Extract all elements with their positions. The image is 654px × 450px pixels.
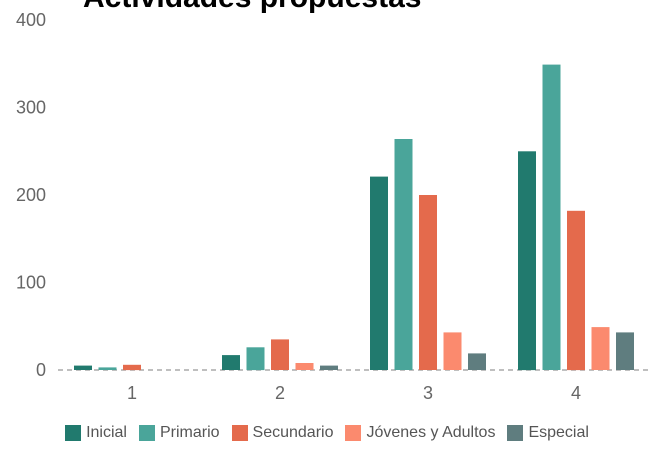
legend-item: Jóvenes y Adultos: [345, 424, 495, 442]
bar: [246, 347, 265, 371]
bar: [616, 332, 634, 370]
bar-chart: Actividades propuestas 0 100 200 300 400 1 2 3…: [16, 0, 650, 403]
bar: [98, 367, 117, 370]
x-tick-label: 1: [127, 383, 137, 403]
bar: [591, 327, 610, 370]
bar: [74, 365, 92, 370]
legend-item: Secundario: [231, 424, 334, 442]
x-tick-label: 3: [423, 383, 433, 403]
legend-item: Especial: [507, 424, 589, 442]
bar: [271, 339, 289, 370]
legend-label: Inicial: [86, 424, 127, 441]
bar: [419, 195, 437, 370]
legend-label: Jóvenes y Adultos: [366, 424, 496, 441]
y-tick-label: 300: [16, 98, 46, 118]
y-tick-label: 400: [16, 10, 46, 30]
legend-swatch: [345, 425, 362, 441]
bar: [123, 364, 141, 371]
bar: [567, 210, 585, 371]
bar: [518, 151, 536, 371]
y-tick-label: 0: [36, 360, 46, 380]
bars-group: [74, 64, 634, 371]
x-tick-label: 2: [275, 383, 285, 403]
bar: [320, 365, 338, 370]
x-tick-label: 4: [571, 383, 581, 403]
y-tick-label: 100: [16, 273, 46, 293]
y-axis-ticks: 0 100 200 300 400: [16, 10, 46, 380]
legend-label: Primario: [159, 424, 220, 441]
bar: [443, 332, 462, 370]
bar: [542, 64, 561, 370]
bar: [370, 176, 388, 370]
bar: [222, 355, 240, 370]
legend-item: Inicial: [65, 424, 127, 442]
legend: Inicial Primario Secundario Jóvenes y Adult…: [0, 424, 654, 442]
legend-swatch: [231, 425, 248, 441]
legend-swatch: [138, 425, 155, 441]
legend-label: Secundario: [252, 424, 334, 441]
y-tick-label: 200: [16, 185, 46, 205]
legend-swatch: [507, 425, 524, 441]
legend-item: Primario: [138, 424, 220, 442]
bar: [468, 353, 486, 370]
bar: [295, 363, 314, 370]
bar: [394, 139, 413, 370]
x-axis-categories: 1 2 3 4: [127, 383, 581, 403]
legend-label: Especial: [528, 424, 589, 441]
legend-swatch: [65, 425, 82, 441]
chart-title: Actividades propuestas: [83, 0, 421, 14]
